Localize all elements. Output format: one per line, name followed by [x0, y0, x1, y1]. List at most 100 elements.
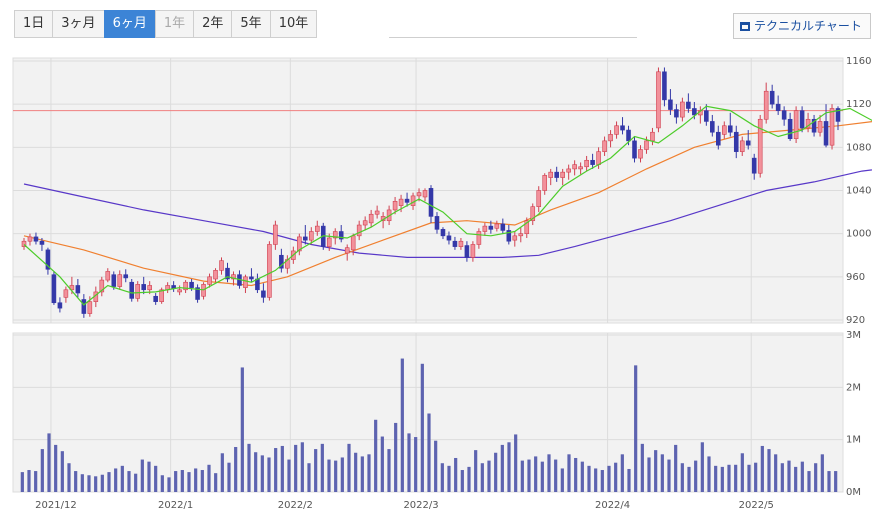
volume-bar [447, 465, 451, 492]
candle [249, 276, 254, 280]
candle [243, 276, 248, 288]
candle [452, 240, 458, 247]
volume-bar [420, 363, 424, 492]
volume-bar [234, 446, 238, 492]
volume-bar [134, 473, 138, 492]
volume-bar [627, 468, 631, 492]
volume-bar [727, 464, 731, 492]
volume-bar [207, 464, 211, 492]
volume-bar [794, 466, 798, 492]
volume-bar [167, 477, 171, 492]
volume-bar [754, 462, 758, 492]
candle [440, 229, 446, 237]
candle [482, 225, 488, 232]
price-tick-label: 1040 [846, 186, 871, 197]
candle [554, 171, 559, 178]
candle [153, 295, 158, 302]
volume-bar [254, 452, 258, 492]
candle [668, 99, 673, 110]
candle [590, 159, 595, 165]
period-tabs: 1日 3ヶ月 6ヶ月 1年 2年 5年 10年 [14, 10, 318, 38]
candle [21, 240, 27, 247]
tab-1[interactable]: 3ヶ月 [52, 10, 105, 38]
candle [644, 140, 649, 150]
volume-bar [87, 475, 91, 492]
volume-bar [620, 454, 624, 492]
volume-bar [494, 452, 498, 492]
technical-chart-button[interactable]: テクニカルチャート [733, 13, 871, 39]
technical-chart-label: テクニカルチャート [754, 19, 862, 33]
price-tick-label: 1000 [846, 229, 871, 240]
candle [680, 101, 685, 118]
candle [362, 220, 368, 226]
candle [464, 245, 470, 258]
tab-4[interactable]: 2年 [193, 10, 233, 38]
candle [548, 171, 554, 178]
volume-bar [280, 445, 284, 492]
volume-bar [827, 471, 831, 492]
candle [338, 231, 344, 240]
volume-bar [267, 457, 271, 492]
candle [111, 274, 117, 287]
candle [434, 216, 440, 230]
candle [314, 225, 320, 232]
x-tick-label: 2022/5 [739, 500, 774, 511]
volume-bar [700, 442, 704, 492]
candle [219, 260, 224, 271]
candle [775, 103, 781, 111]
volume-bar [480, 463, 484, 492]
volume-bar [740, 453, 744, 492]
candle [686, 101, 691, 109]
candle [512, 235, 518, 241]
candle [829, 108, 835, 146]
tab-2[interactable]: 6ヶ月 [103, 10, 156, 38]
volume-bar [500, 444, 504, 492]
volume-bar [34, 471, 38, 492]
volume-bar [94, 476, 98, 492]
candle [458, 240, 464, 247]
volume-bar [640, 443, 644, 492]
candle [757, 118, 763, 174]
candle [656, 71, 661, 129]
candle [506, 230, 512, 242]
candle [303, 236, 308, 241]
candle [476, 231, 482, 245]
candle [135, 284, 141, 299]
volume-bar [414, 437, 418, 492]
volume-bar [734, 464, 738, 492]
price-tick-label: 960 [846, 272, 865, 283]
volume-bar [187, 472, 191, 492]
volume-bar [554, 459, 558, 492]
volume-bar [334, 460, 338, 492]
volume-tick-label: 0M [846, 487, 861, 498]
candle [566, 168, 571, 173]
volume-bar [380, 436, 384, 492]
candle [57, 302, 63, 309]
volume-bar [540, 461, 544, 492]
candle [207, 276, 212, 285]
volume-bar [67, 463, 71, 492]
candle [811, 118, 817, 133]
volume-bar [707, 456, 711, 492]
candle [710, 121, 715, 133]
candle [716, 131, 721, 146]
volume-bar [527, 459, 531, 492]
candle [692, 108, 697, 116]
candle [33, 236, 39, 242]
volume-bar [160, 475, 164, 492]
candle [129, 281, 135, 299]
candle [410, 195, 416, 206]
tab-6[interactable]: 10年 [269, 10, 318, 38]
candle [183, 281, 188, 291]
volume-tick-label: 2M [846, 382, 861, 393]
volume-tick-label: 1M [846, 435, 861, 446]
candle [326, 237, 332, 247]
candle [356, 224, 362, 237]
tab-0[interactable]: 1日 [14, 10, 54, 38]
candle [297, 236, 302, 252]
volume-bar [634, 365, 638, 492]
candle [560, 171, 565, 178]
candle [572, 164, 577, 170]
volume-bar [487, 460, 491, 492]
candle [793, 110, 799, 140]
